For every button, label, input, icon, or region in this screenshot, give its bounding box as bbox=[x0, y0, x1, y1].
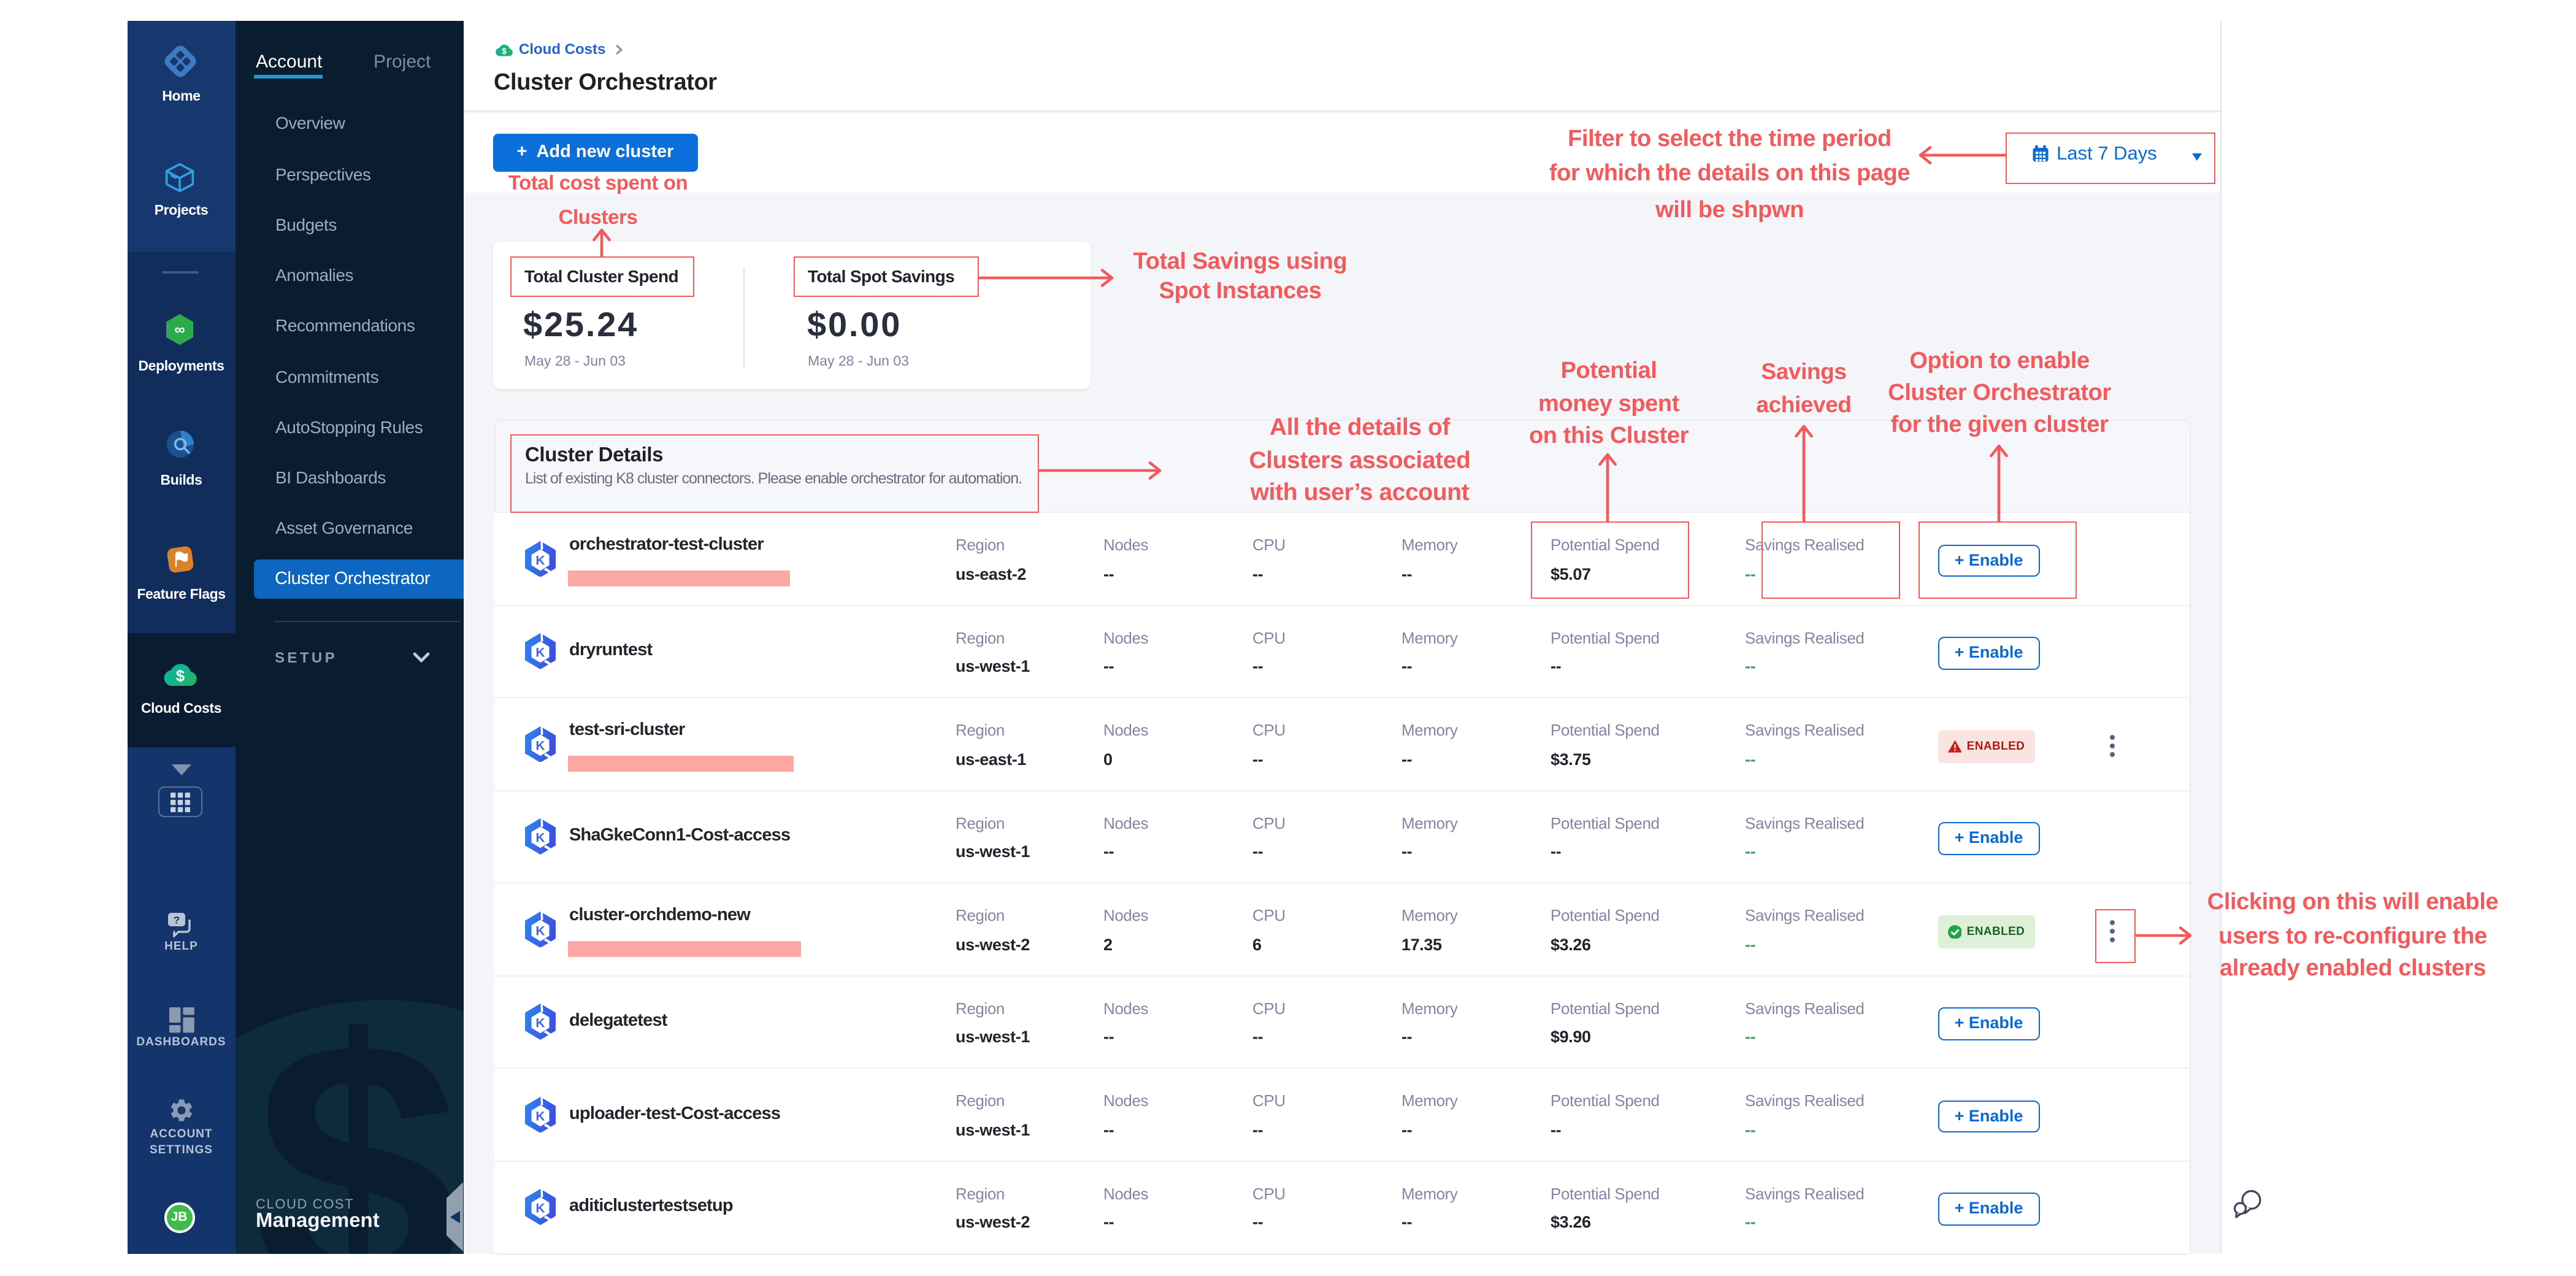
svg-text:K: K bbox=[536, 831, 545, 845]
svg-text:K: K bbox=[536, 1017, 545, 1031]
svg-text:K: K bbox=[536, 553, 545, 567]
svg-text:K: K bbox=[536, 1109, 545, 1123]
svg-text:$: $ bbox=[176, 666, 185, 685]
svg-text:K: K bbox=[536, 646, 545, 660]
svg-text:$: $ bbox=[501, 47, 506, 56]
svg-text:K: K bbox=[536, 1202, 545, 1216]
svg-text:K: K bbox=[536, 924, 545, 938]
svg-text:∞: ∞ bbox=[174, 321, 185, 338]
svg-text:K: K bbox=[536, 739, 545, 753]
svg-text:?: ? bbox=[174, 914, 180, 926]
